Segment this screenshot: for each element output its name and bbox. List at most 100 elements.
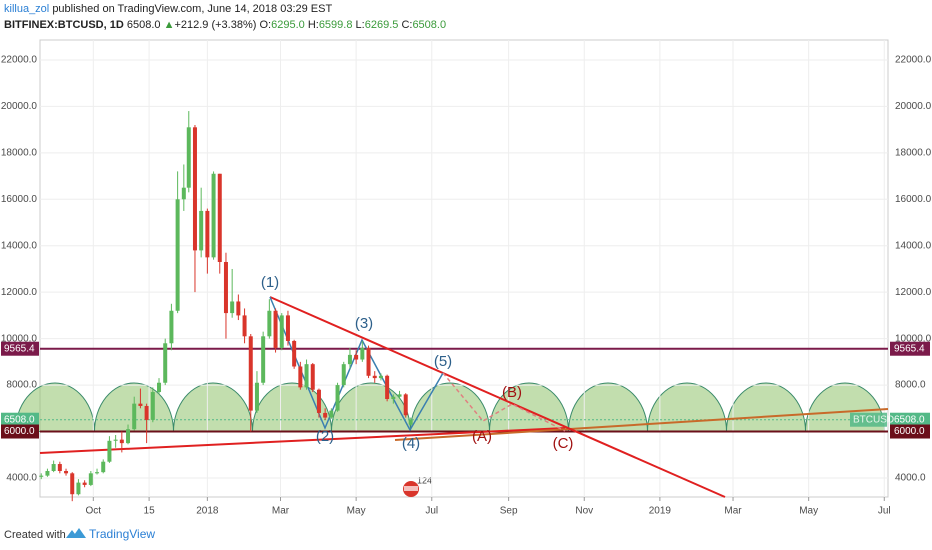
series-box — [850, 412, 887, 427]
candle-body — [310, 364, 315, 390]
trend-line — [39, 427, 566, 454]
ohlc-label: C: — [401, 19, 412, 31]
wave-label: (2) — [316, 428, 334, 445]
candle-body — [88, 473, 93, 485]
header-line-2: BITFINEX:BTCUSD, 1D 6508.0 ▲+212.9 (+3.3… — [4, 19, 446, 31]
candle-body — [230, 301, 235, 314]
x-tick-label: Nov — [575, 506, 593, 517]
candle-body — [397, 394, 402, 397]
candle-body — [217, 173, 222, 262]
candle-body — [45, 470, 50, 476]
ohlc-value: 6508.0 — [412, 19, 446, 31]
ohlc-label: O: — [259, 19, 271, 31]
price-box-label-right: 6000.0 — [894, 426, 925, 437]
change: +212.9 (+3.38%) — [174, 19, 256, 31]
candle-body — [366, 347, 371, 376]
candle-body — [304, 364, 309, 388]
trend-line — [394, 408, 889, 441]
footer-brand[interactable]: TradingView — [89, 527, 155, 541]
last: 6508.0 — [127, 19, 161, 31]
author[interactable]: killua_zol — [4, 3, 49, 15]
wave-label: (C) — [553, 435, 574, 452]
price-box-right — [890, 341, 930, 356]
x-tick-label: 15 — [144, 506, 156, 517]
y-tick-label: 10000.0 — [1, 333, 38, 344]
symbol: BITFINEX:BTCUSD, 1D — [4, 19, 124, 31]
candle-body — [378, 375, 383, 379]
y-tick-label: 22000.0 — [1, 55, 38, 66]
candle-body — [347, 354, 352, 365]
candle-body — [192, 127, 197, 251]
ohlc: O:6295.0 H:6599.8 L:6269.5 C:6508.0 — [259, 19, 446, 31]
candle-body — [64, 470, 69, 474]
candle-body — [39, 475, 44, 477]
header-line-1: killua_zol published on TradingView.com,… — [4, 3, 332, 15]
candle-body — [335, 385, 340, 411]
y-tick-label-right: 22000.0 — [895, 55, 932, 66]
y-tick-label: 14000.0 — [1, 240, 38, 251]
candle-body — [360, 347, 365, 360]
candle-body — [95, 472, 100, 474]
candle-body — [273, 310, 278, 348]
candle-body — [236, 301, 241, 316]
price-box-right — [890, 412, 930, 427]
y-tick-label: 16000.0 — [1, 194, 38, 205]
x-tick-label: Mar — [272, 506, 290, 517]
candle-body — [82, 482, 87, 485]
candle-body — [261, 336, 266, 383]
candle-body — [119, 439, 124, 444]
candle-body — [211, 173, 216, 258]
flag-stripe — [404, 486, 418, 491]
y-tick-label: 18000.0 — [1, 147, 38, 158]
candle-body — [205, 210, 210, 258]
trend-line — [269, 296, 726, 498]
price-box-label-left: 6508.0 — [4, 414, 35, 425]
x-tick-label: 2018 — [196, 506, 219, 517]
candle-body — [181, 187, 186, 200]
candle-body — [163, 343, 168, 383]
candle-body — [223, 261, 228, 314]
x-tick-label: Oct — [86, 506, 102, 517]
candle-body — [57, 464, 62, 471]
price-box-left — [1, 412, 39, 427]
ohlc-label: L: — [356, 19, 365, 31]
candle-body — [101, 461, 106, 473]
wave-label: (1) — [261, 274, 279, 291]
candle-body — [242, 315, 247, 337]
price-box-left — [1, 341, 39, 356]
candle-body — [292, 340, 297, 367]
y-tick-label: 20000.0 — [1, 101, 38, 112]
candle-body — [199, 210, 204, 251]
price-box-label-right: 6508.0 — [894, 414, 925, 425]
candle-body — [248, 336, 253, 411]
candle-body — [186, 127, 191, 188]
y-tick-label-right: 10000.0 — [895, 333, 932, 344]
candle-body — [279, 315, 284, 348]
series-name: BTCUSD — [853, 414, 894, 425]
candle-body — [329, 410, 334, 418]
arrow: ▲ — [164, 19, 175, 31]
x-tick-label: 2019 — [649, 506, 672, 517]
y-tick-label: 4000.0 — [6, 473, 37, 484]
candle-body — [298, 366, 303, 388]
candle-body — [144, 405, 149, 420]
badge-count: 124 — [417, 475, 432, 485]
y-tick-label-right: 14000.0 — [895, 240, 932, 251]
wave-label: (A) — [472, 428, 492, 445]
x-tick-label: Mar — [724, 506, 742, 517]
price-box-label-right: 9565.4 — [894, 343, 925, 354]
y-tick-label-right: 12000.0 — [895, 287, 932, 298]
candle-body — [285, 315, 290, 341]
candle-body — [385, 375, 390, 400]
y-tick-label: 8000.0 — [6, 380, 37, 391]
ohlc-value: 6269.5 — [365, 19, 399, 31]
wave-label: (B) — [502, 384, 522, 401]
x-tick-label: May — [799, 506, 818, 517]
wave-label: (4) — [402, 435, 420, 452]
candle-body — [267, 310, 272, 337]
candle-body — [169, 310, 174, 344]
ohlc-value: 6295.0 — [271, 19, 305, 31]
candle-body — [403, 394, 408, 416]
